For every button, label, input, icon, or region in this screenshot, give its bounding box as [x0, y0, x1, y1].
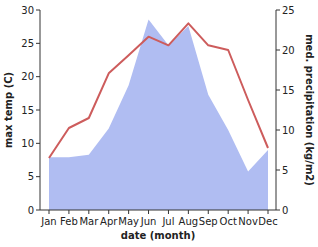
y-axis-label: max temp (C)	[3, 72, 14, 148]
y-tick-label: 5	[28, 171, 34, 182]
y2-tick-label: 15	[282, 85, 295, 96]
x-tick	[148, 210, 149, 214]
plot-area	[49, 20, 268, 210]
y-tick	[36, 10, 40, 11]
x-tick	[228, 210, 229, 214]
y2-tick	[276, 90, 280, 91]
y2-tick-label: 20	[282, 45, 295, 56]
y2-tick	[276, 10, 280, 11]
x-tick-label: Jun	[140, 216, 157, 227]
y-tick	[36, 210, 40, 211]
x-tick	[88, 210, 89, 214]
y2-tick-label: 0	[282, 205, 288, 216]
y2-tick-label: 10	[282, 125, 295, 136]
chart: 0 5 10 15 20 25 30 0 5 10 15 20 25 Jan FebMarAprMayJun…	[0, 0, 318, 247]
x-tick	[248, 210, 249, 214]
y-tick	[36, 76, 40, 77]
x-tick	[188, 210, 189, 214]
precip-area	[49, 20, 268, 210]
x-tick	[168, 210, 169, 214]
x-tick-label: Apr	[100, 216, 118, 227]
x-tick-label: Mar	[79, 216, 99, 227]
x-tick-label: Oct	[220, 216, 237, 227]
y2-axis	[276, 10, 277, 210]
y-tick	[36, 176, 40, 177]
x-tick	[128, 210, 129, 214]
y-tick	[36, 110, 40, 111]
x-tick-label: Nov	[238, 216, 258, 227]
x-tick	[108, 210, 109, 214]
x-axis	[40, 210, 276, 211]
y-tick-label: 10	[21, 138, 34, 149]
x-tick-label: Sep	[199, 216, 218, 227]
y-tick-label: 0	[28, 205, 34, 216]
x-tick-label: Feb	[60, 216, 78, 227]
x-tick-label: Jul	[161, 216, 174, 227]
x-tick-label: May	[118, 216, 139, 227]
y2-tick-label: 5	[282, 165, 288, 176]
y-tick-label: 15	[21, 105, 34, 116]
y-tick-label: 25	[21, 38, 34, 49]
y2-tick	[276, 130, 280, 131]
x-tick	[208, 210, 209, 214]
y2-tick	[276, 210, 280, 211]
x-axis-label: date (month)	[121, 230, 195, 241]
y2-tick	[276, 170, 280, 171]
x-tick-label: Jan	[40, 216, 56, 227]
y2-tick-label: 25	[282, 5, 295, 16]
x-tick-label: Dec	[258, 216, 277, 227]
y-tick-label: 30	[21, 5, 34, 16]
y-tick-label: 20	[21, 71, 34, 82]
x-tick	[68, 210, 69, 214]
x-tick	[268, 210, 269, 214]
y2-tick	[276, 50, 280, 51]
temp-line	[49, 23, 268, 158]
x-tick-label: Aug	[179, 216, 199, 227]
y2-axis-label: med. precipitation (kg/m2)	[304, 34, 315, 186]
y-tick	[36, 143, 40, 144]
x-tick	[49, 210, 50, 214]
y-tick	[36, 43, 40, 44]
